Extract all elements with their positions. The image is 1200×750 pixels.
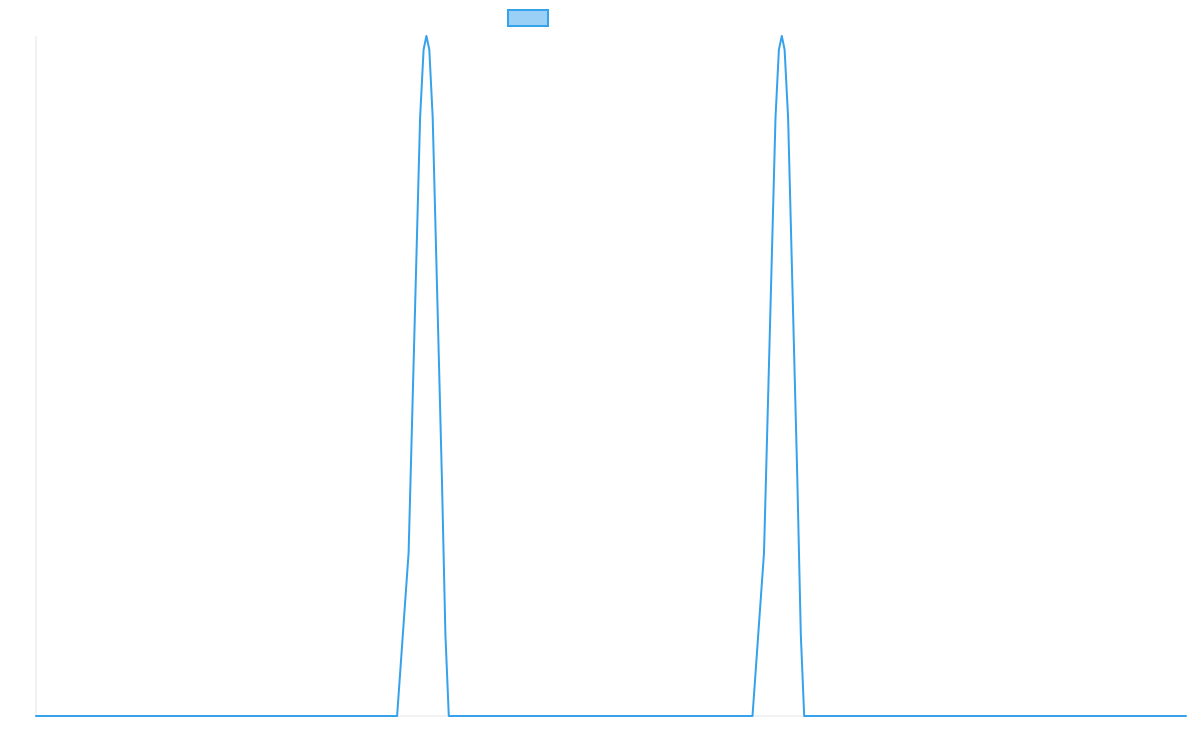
series-line <box>35 35 1187 717</box>
axes <box>35 36 1186 717</box>
series-layer <box>35 35 1187 717</box>
legend-swatch[interactable] <box>507 9 549 27</box>
legend[interactable] <box>507 9 549 27</box>
